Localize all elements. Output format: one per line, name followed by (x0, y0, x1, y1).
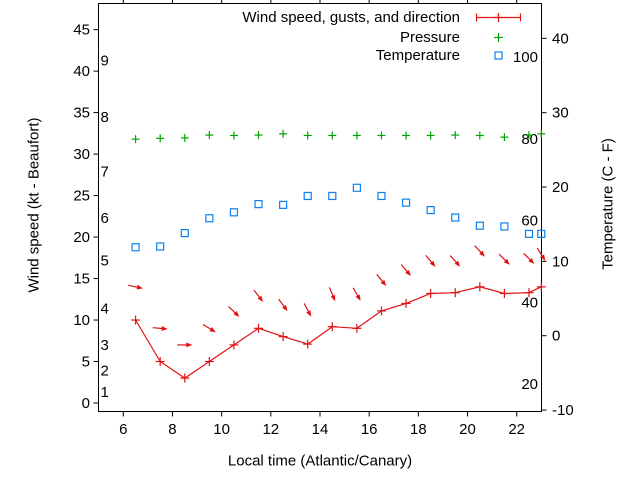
kt-tick-label: 35 (73, 105, 90, 122)
y-axis-right-title: Temperature (C - F) (599, 138, 617, 270)
kt-tick-label: 15 (73, 271, 90, 288)
temp-tick-label: 0 (552, 328, 560, 345)
beaufort-label: 5 (101, 252, 109, 269)
kt-tick-label: 20 (73, 229, 90, 246)
x-tick-label: 18 (410, 421, 427, 438)
y-right-axis: -10 0 10 20 30 40 (541, 30, 574, 419)
y-left-axis: 0 5 10 15 20 25 30 35 40 45 (73, 22, 99, 412)
y-axis-left-title: Wind speed (kt - Beaufort) (25, 117, 43, 293)
beaufort-label: 8 (101, 109, 109, 126)
inner-tick-label: 20 (521, 376, 538, 393)
beaufort-label: 4 (101, 300, 109, 317)
beaufort-label: 1 (101, 384, 109, 401)
plot-border (98, 3, 542, 412)
x-tick-label: 16 (361, 421, 378, 438)
beaufort-label: 7 (101, 164, 109, 181)
legend-temperature-square-icon (475, 47, 522, 64)
temperature-series (131, 183, 546, 252)
inner-tick-label: 100 (513, 49, 538, 66)
x-tick-label: 22 (508, 421, 525, 438)
beaufort-label: 3 (101, 337, 109, 354)
inner-tick-label: 80 (521, 131, 538, 148)
temp-tick-label: 20 (552, 179, 569, 196)
legend-label-pressure: Pressure (399, 28, 460, 46)
temp-tick-label: 40 (552, 30, 569, 47)
beaufort-label: 2 (101, 363, 109, 380)
kt-tick-label: 10 (73, 312, 90, 329)
temp-tick-label: -10 (552, 402, 574, 419)
kt-tick-label: 5 (82, 354, 90, 371)
inner-tick-label: 40 (521, 294, 538, 311)
temp-tick-label: 10 (552, 253, 569, 270)
inner-axis-labels: 100 80 60 40 20 (513, 49, 538, 393)
beaufort-labels: 9 8 7 6 5 4 3 2 1 (101, 52, 109, 401)
x-tick-label: 8 (168, 421, 176, 438)
kt-tick-label: 45 (73, 22, 90, 39)
x-tick-label: 12 (262, 421, 279, 438)
kt-tick-label: 0 (82, 395, 90, 412)
legend-label-temperature: Temperature (375, 47, 460, 64)
legend-pressure-plus-icon (475, 29, 522, 46)
kt-tick-label: 30 (73, 146, 90, 163)
kt-tick-label: 25 (73, 188, 90, 205)
beaufort-label: 9 (101, 52, 109, 69)
x-axis-title: Local time (Atlantic/Canary) (227, 452, 413, 470)
temp-tick-label: 30 (552, 105, 569, 122)
x-axis: 6 8 10 12 14 16 18 20 22 (119, 0, 525, 438)
inner-tick-label: 60 (521, 213, 538, 230)
x-tick-label: 14 (312, 421, 329, 438)
wind-gust-arrows (128, 245, 546, 348)
x-tick-label: 20 (459, 421, 476, 438)
x-tick-label: 6 (119, 421, 127, 438)
beaufort-label: 6 (101, 210, 109, 227)
pressure-series (131, 129, 546, 144)
legend-wind-errorbar-icon (475, 9, 522, 26)
kt-tick-label: 40 (73, 63, 90, 80)
wind-speed-series (131, 282, 546, 383)
x-tick-label: 10 (213, 421, 230, 438)
legend-label-wind: Wind speed, gusts, and direction (242, 9, 460, 26)
